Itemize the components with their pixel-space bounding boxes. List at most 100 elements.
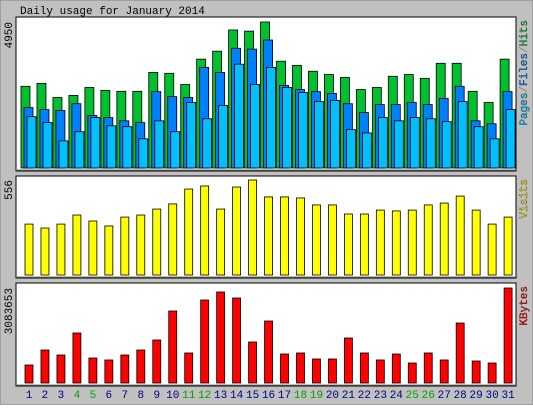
x-tick-label: 2 [42,390,49,402]
x-tick-label: 23 [374,390,387,402]
bar [312,358,321,384]
bar [120,216,130,276]
bar [330,100,340,169]
bar [186,102,197,169]
bar [154,120,165,169]
legend-entry: Pages [519,93,531,126]
y-tick-label: 4950 [4,22,16,48]
bar [120,354,130,384]
bar [343,337,353,384]
x-tick-label: 9 [153,390,160,402]
x-tick-label: 13 [214,390,227,402]
bar [152,208,162,276]
bar [441,121,452,169]
x-tick-label: 11 [182,390,196,402]
x-tick-label: 5 [90,390,97,402]
bar [296,197,305,276]
bar [503,287,513,384]
x-tick-label: 12 [198,390,211,402]
x-tick-label: 27 [438,390,451,402]
bar [216,208,226,276]
bar [184,352,194,384]
bar [503,216,513,276]
bar [280,353,289,384]
bar [425,118,436,169]
bar [489,138,500,169]
bar [74,131,85,169]
bar [264,320,273,384]
x-tick-label: 3 [58,390,65,402]
x-tick-label: 31 [501,390,515,402]
y-tick-label: 556 [4,180,16,200]
x-tick-label: 22 [358,390,371,402]
legend: Pages/Files/Hits [519,20,531,126]
bar [423,204,433,276]
bar [393,120,404,169]
x-tick-label: 28 [454,390,467,402]
bar [24,223,34,276]
bar [471,209,481,276]
x-tick-label: 16 [262,390,275,402]
bar [88,357,98,384]
bar [170,131,181,169]
bar [90,117,101,169]
bar [88,220,98,276]
bar [104,225,114,276]
bar [40,227,50,276]
bar [391,210,401,276]
y-tick-label: 3083653 [4,288,16,334]
bar [168,310,178,384]
bar [266,67,276,169]
bar [40,349,50,384]
bar [122,126,133,169]
bar [505,109,516,169]
bar [439,359,449,384]
x-tick-label: 21 [342,390,356,402]
bar [136,214,146,276]
x-tick-label: 4 [74,390,81,402]
bar [24,364,34,384]
x-tick-label: 20 [326,390,339,402]
bar [471,360,481,384]
x-tick-label: 15 [246,390,259,402]
legend-entry: KBytes [519,286,531,326]
bar [473,126,484,169]
x-tick-label: 10 [166,390,179,402]
bar [345,129,356,169]
x-tick-label: 29 [470,390,483,402]
legend-entry: Files [519,53,531,86]
x-tick-label: 8 [137,390,144,402]
x-tick-label: 26 [422,390,435,402]
bar [296,352,305,384]
bar [328,204,337,276]
bar [152,339,162,384]
x-tick-label: 30 [486,390,499,402]
bar [375,359,385,384]
x-tick-label: 19 [310,390,323,402]
bar [407,209,417,276]
legend-entry: Hits [519,20,531,46]
bar [202,118,213,169]
bar [184,188,194,276]
bar [216,291,226,384]
legend-entry: Visits [519,179,531,219]
bar [391,353,401,384]
bar [455,322,465,384]
bar [264,196,273,276]
bar [106,125,117,169]
bar [136,349,146,384]
bar [359,213,369,276]
bar [42,122,53,169]
x-tick-label: 7 [122,390,129,402]
bar [312,204,321,276]
bar [487,223,497,276]
bar [250,84,260,169]
bar [58,140,69,169]
bar [359,352,369,384]
bar [234,63,245,169]
bar [56,223,66,276]
legend: Visits [519,179,531,219]
bar [248,341,257,384]
bar [200,185,210,276]
